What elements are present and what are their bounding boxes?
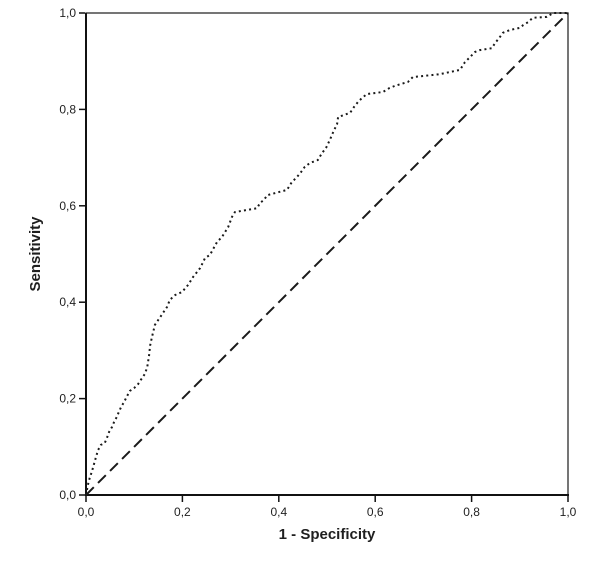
y-tick-label: 0,8	[59, 102, 76, 116]
x-tick-label: 0,0	[78, 505, 95, 519]
x-tick-label: 0,2	[174, 505, 191, 519]
x-axis-title: 1 - Specificity	[279, 526, 376, 543]
y-tick-label: 0,2	[59, 392, 76, 406]
series-layer	[85, 12, 569, 496]
x-tick-label: 0,8	[463, 505, 480, 519]
axes-layer: 0,0 0,2 0,4 0,6 0,8 1,0 0,0 0,2 0,4 0,6 0,8 1,0	[59, 6, 576, 519]
x-tick-label: 0,4	[270, 505, 287, 519]
x-tick-label: 0,6	[367, 505, 384, 519]
x-tick-label: 1,0	[560, 505, 577, 519]
y-tick-label: 0,6	[59, 199, 76, 213]
reference-line	[85, 12, 569, 496]
y-axis-title: Sensitivity	[27, 216, 44, 292]
y-tick-label: 0,0	[59, 488, 76, 502]
y-tick-label: 1,0	[59, 6, 76, 20]
roc-curve-line	[85, 12, 568, 496]
y-tick-label: 0,4	[59, 295, 76, 309]
